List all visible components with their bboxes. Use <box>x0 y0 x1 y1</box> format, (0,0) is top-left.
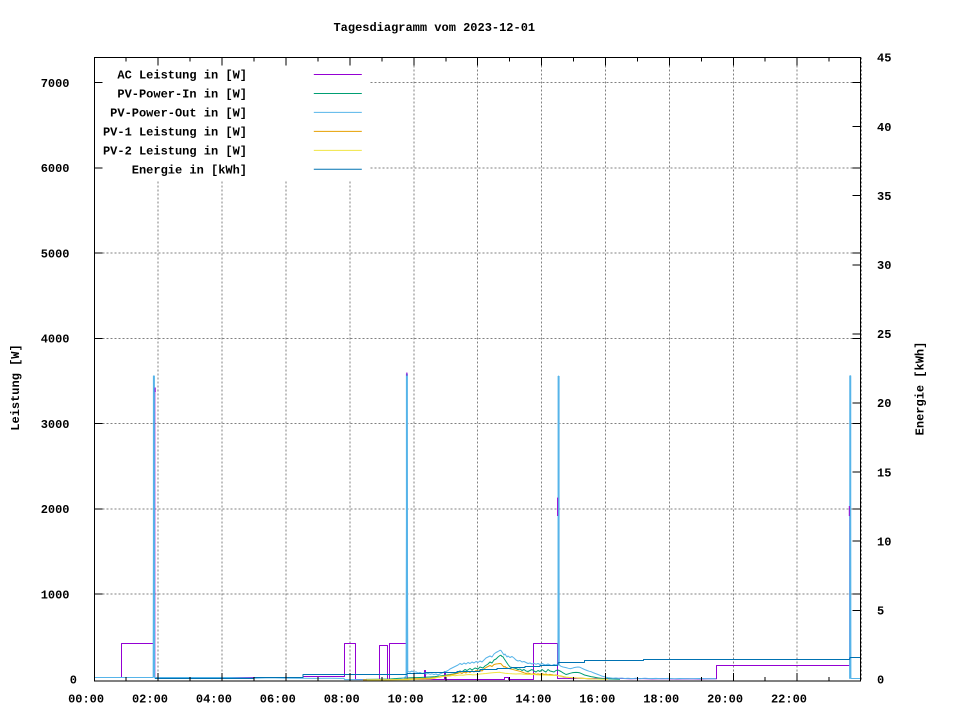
svg-text:40: 40 <box>877 121 891 135</box>
svg-text:02:00: 02:00 <box>132 692 168 706</box>
svg-text:06:00: 06:00 <box>260 692 296 706</box>
svg-text:45: 45 <box>877 52 891 66</box>
svg-text:Energie in [kWh]: Energie in [kWh] <box>132 164 247 178</box>
svg-text:22:00: 22:00 <box>771 692 807 706</box>
svg-text:08:00: 08:00 <box>324 692 360 706</box>
svg-text:PV-2 Leistung in [W]: PV-2 Leistung in [W] <box>103 145 247 159</box>
svg-text:PV-Power-Out in [W]: PV-Power-Out in [W] <box>110 107 247 121</box>
svg-text:35: 35 <box>877 190 891 204</box>
svg-text:15: 15 <box>877 466 891 480</box>
svg-text:Leistung [W]: Leistung [W] <box>9 344 23 430</box>
svg-text:Tagesdiagramm vom 2023-12-01: Tagesdiagramm vom 2023-12-01 <box>333 21 535 35</box>
svg-text:6000: 6000 <box>41 162 70 176</box>
svg-text:2000: 2000 <box>41 503 70 517</box>
svg-text:4000: 4000 <box>41 333 70 347</box>
svg-text:10:00: 10:00 <box>388 692 424 706</box>
svg-text:12:00: 12:00 <box>451 692 487 706</box>
svg-text:10: 10 <box>877 535 891 549</box>
svg-text:0: 0 <box>70 674 77 688</box>
svg-text:PV-Power-In in [W]: PV-Power-In in [W] <box>117 88 247 102</box>
svg-text:00:00: 00:00 <box>68 692 104 706</box>
svg-text:7000: 7000 <box>41 77 70 91</box>
svg-text:0: 0 <box>877 674 884 688</box>
svg-text:04:00: 04:00 <box>196 692 232 706</box>
svg-text:25: 25 <box>877 328 891 342</box>
svg-text:30: 30 <box>877 259 891 273</box>
svg-text:5: 5 <box>877 605 884 619</box>
svg-text:14:00: 14:00 <box>515 692 551 706</box>
svg-text:PV-1 Leistung in [W]: PV-1 Leistung in [W] <box>103 126 247 140</box>
svg-text:16:00: 16:00 <box>579 692 615 706</box>
svg-text:18:00: 18:00 <box>643 692 679 706</box>
svg-text:Energie [kWh]: Energie [kWh] <box>914 342 928 436</box>
svg-text:1000: 1000 <box>41 588 70 602</box>
svg-text:20:00: 20:00 <box>707 692 743 706</box>
svg-text:AC Leistung in [W]: AC Leistung in [W] <box>117 69 247 83</box>
svg-text:20: 20 <box>877 397 891 411</box>
svg-text:3000: 3000 <box>41 418 70 432</box>
svg-text:5000: 5000 <box>41 247 70 261</box>
